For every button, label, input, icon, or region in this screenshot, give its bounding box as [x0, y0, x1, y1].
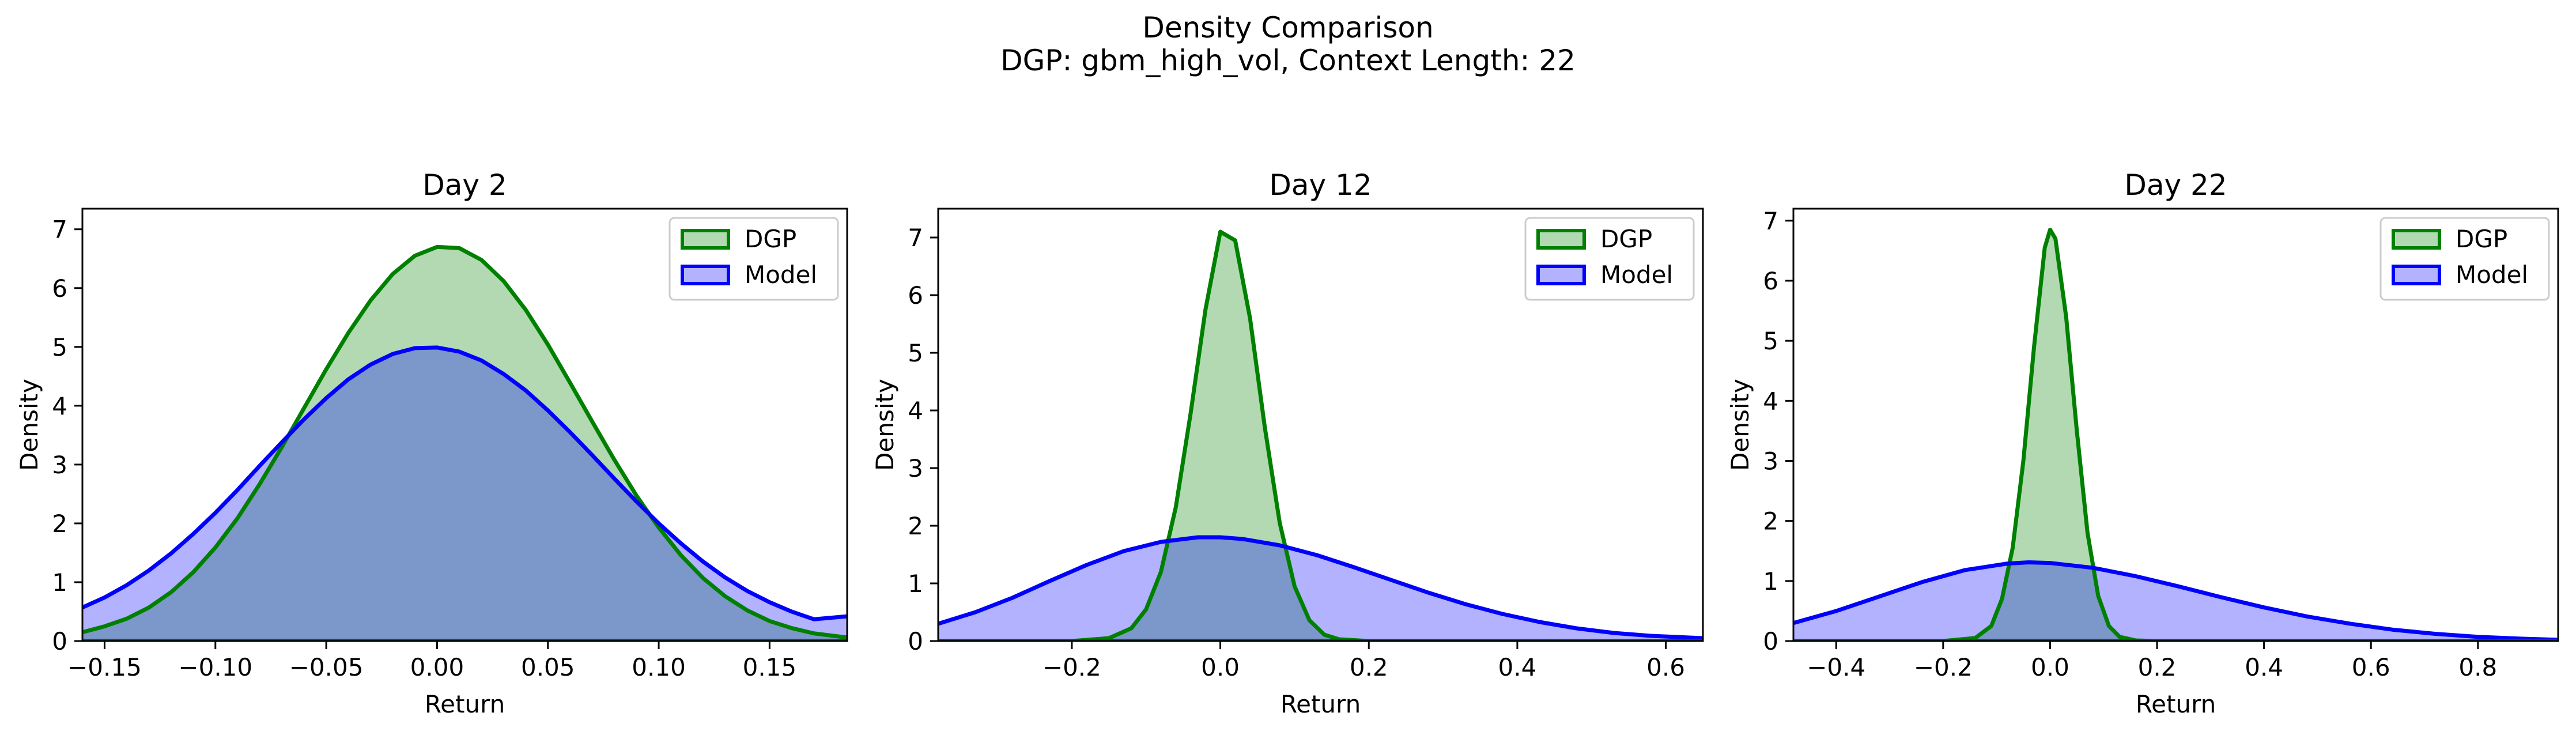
legend-box — [2379, 217, 2550, 301]
legend-label-dgp: DGP — [2456, 225, 2507, 253]
x-tick-label: 0.4 — [1498, 653, 1537, 681]
panel-title: Day 22 — [2124, 168, 2227, 202]
legend-swatch-model — [2392, 265, 2441, 285]
dgp-density-line — [82, 244, 847, 640]
model-density-fill — [82, 347, 847, 641]
axes-frame — [81, 208, 848, 642]
y-axis-label: Density — [1726, 379, 1754, 471]
x-tick-label: 0.4 — [2245, 653, 2283, 681]
x-tick-label: −0.15 — [67, 653, 142, 681]
plot-area — [82, 244, 847, 641]
y-tick-label: 7 — [1763, 207, 1778, 235]
y-tick-label: 3 — [52, 451, 67, 479]
y-tick-label: 5 — [908, 339, 923, 367]
y-tick-label: 7 — [908, 224, 923, 252]
y-tick-label: 1 — [52, 568, 67, 597]
legend-entry-model: Model — [2392, 261, 2528, 289]
legend-entry-dgp: DGP — [681, 225, 796, 253]
chart-panel-2: Day 12 −0.2 0.0 0.2 0.4 0.6 0 1 2 3 4 5 6 7 Return Dens… — [871, 168, 1704, 718]
y-tick-label: 0 — [52, 627, 67, 655]
figure-title-line2: DGP: gbm_high_vol, Context Length: 22 — [1000, 44, 1576, 77]
x-tick-label: −0.2 — [1043, 653, 1101, 681]
legend-entry-model: Model — [681, 261, 817, 289]
x-tick-label: 0.6 — [2352, 653, 2390, 681]
y-tick-label: 6 — [52, 274, 67, 303]
legend-label-model: Model — [1600, 261, 1673, 289]
model-density-fill — [1793, 562, 2558, 641]
legend-box — [668, 217, 839, 301]
axes-frame — [1792, 208, 2559, 642]
x-tick-label: −0.4 — [1807, 653, 1865, 681]
y-tick-label: 4 — [52, 392, 67, 420]
y-tick-label: 5 — [1763, 327, 1778, 355]
figure-title-line1: Density Comparison — [1142, 11, 1433, 44]
x-axis-label: Return — [425, 690, 505, 718]
model-density-fill — [938, 537, 1703, 641]
axes-frame — [937, 208, 1704, 642]
y-tick-label: 1 — [908, 570, 923, 598]
legend: DGP Model — [2379, 217, 2550, 301]
x-axis-label: Return — [2136, 690, 2216, 718]
y-tick-label: 2 — [52, 510, 67, 538]
x-tick-label: 0.15 — [743, 653, 797, 681]
model-density-line — [82, 345, 847, 621]
dgp-density-line — [1793, 227, 2558, 641]
y-tick-label: 1 — [1763, 567, 1778, 595]
dgp-density-fill — [82, 247, 847, 641]
x-tick-label: −0.10 — [178, 653, 252, 681]
chart-panel-3: Day 22 −0.4 −0.2 0.0 0.2 0.4 0.6 0.8 0 1 2 3 4 5 6 7 Ret… — [1726, 168, 2559, 718]
chart-panel-1: Day 2 −0.15 −0.10 −0.05 0.00 0.05 0.10 0.15 0 1 2 3… — [15, 168, 848, 718]
panel-title: Day 12 — [1269, 168, 1372, 202]
legend-swatch-dgp — [2392, 229, 2441, 250]
x-tick-label: 0.8 — [2458, 653, 2497, 681]
x-tick-label: 0.00 — [410, 653, 464, 681]
y-tick-label: 5 — [52, 333, 67, 361]
x-tick-label: 0.2 — [1350, 653, 1388, 681]
x-tick-label: 0.10 — [632, 653, 686, 681]
legend-entry-dgp: DGP — [2392, 225, 2507, 253]
model-density-line — [938, 535, 1703, 640]
x-tick-label: 0.05 — [521, 653, 575, 681]
legend: DGP Model — [1524, 217, 1695, 301]
y-axis-label: Density — [15, 379, 43, 471]
x-tick-label: −0.2 — [1914, 653, 1973, 681]
y-tick-label: 0 — [1763, 627, 1778, 655]
y-tick-label: 2 — [1763, 507, 1778, 536]
x-axis-label: Return — [1281, 690, 1361, 718]
legend-swatch-model — [681, 265, 730, 285]
chart-panels: Day 2−0.15 −0.10 −0.05 0.00 0.05 0.10 0.150123… — [15, 168, 2559, 718]
x-tick-label: 0.0 — [2031, 653, 2069, 681]
legend-label-model: Model — [745, 261, 817, 289]
x-tick-label: 0.6 — [1646, 653, 1685, 681]
y-tick-label: 2 — [908, 512, 923, 540]
x-tick-label: 0.2 — [2138, 653, 2177, 681]
y-tick-label: 3 — [1763, 447, 1778, 476]
y-tick-label: 6 — [908, 281, 923, 310]
legend-entry-dgp: DGP — [1536, 225, 1652, 253]
y-tick-label: 4 — [908, 397, 923, 425]
model-density-line — [1793, 560, 2558, 641]
legend: DGP Model — [668, 217, 839, 301]
x-tick-label: −0.05 — [289, 653, 364, 681]
y-tick-label: 6 — [1763, 267, 1778, 295]
y-tick-label: 0 — [908, 627, 923, 655]
legend-label-dgp: DGP — [1600, 225, 1652, 253]
x-tick-label: 0.0 — [1201, 653, 1240, 681]
legend-box — [1524, 217, 1695, 301]
legend-label-dgp: DGP — [745, 225, 796, 253]
legend-entry-model: Model — [1536, 261, 1673, 289]
y-tick-label: 4 — [1763, 387, 1778, 415]
dgp-density-line — [938, 229, 1703, 641]
legend-swatch-model — [1536, 265, 1586, 285]
panel-title: Day 2 — [422, 168, 507, 202]
y-axis-label: Density — [871, 379, 899, 471]
y-tick-label: 3 — [908, 454, 923, 483]
y-tick-label: 7 — [52, 216, 67, 244]
legend-swatch-dgp — [1536, 229, 1586, 250]
legend-label-model: Model — [2456, 261, 2528, 289]
legend-swatch-dgp — [681, 229, 730, 250]
